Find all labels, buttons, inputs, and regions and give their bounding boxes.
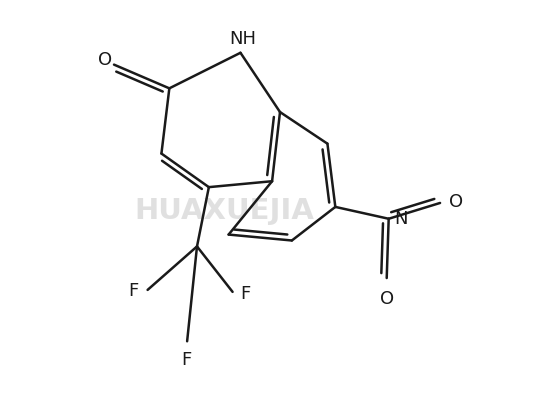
Text: F: F	[181, 351, 192, 369]
Text: F: F	[129, 282, 139, 300]
Text: N: N	[395, 210, 408, 228]
Text: O: O	[98, 51, 113, 69]
Text: HUAXUEJIA: HUAXUEJIA	[135, 197, 315, 225]
Text: O: O	[449, 193, 463, 211]
Text: F: F	[240, 285, 251, 303]
Text: NH: NH	[229, 30, 256, 48]
Text: O: O	[380, 290, 394, 308]
